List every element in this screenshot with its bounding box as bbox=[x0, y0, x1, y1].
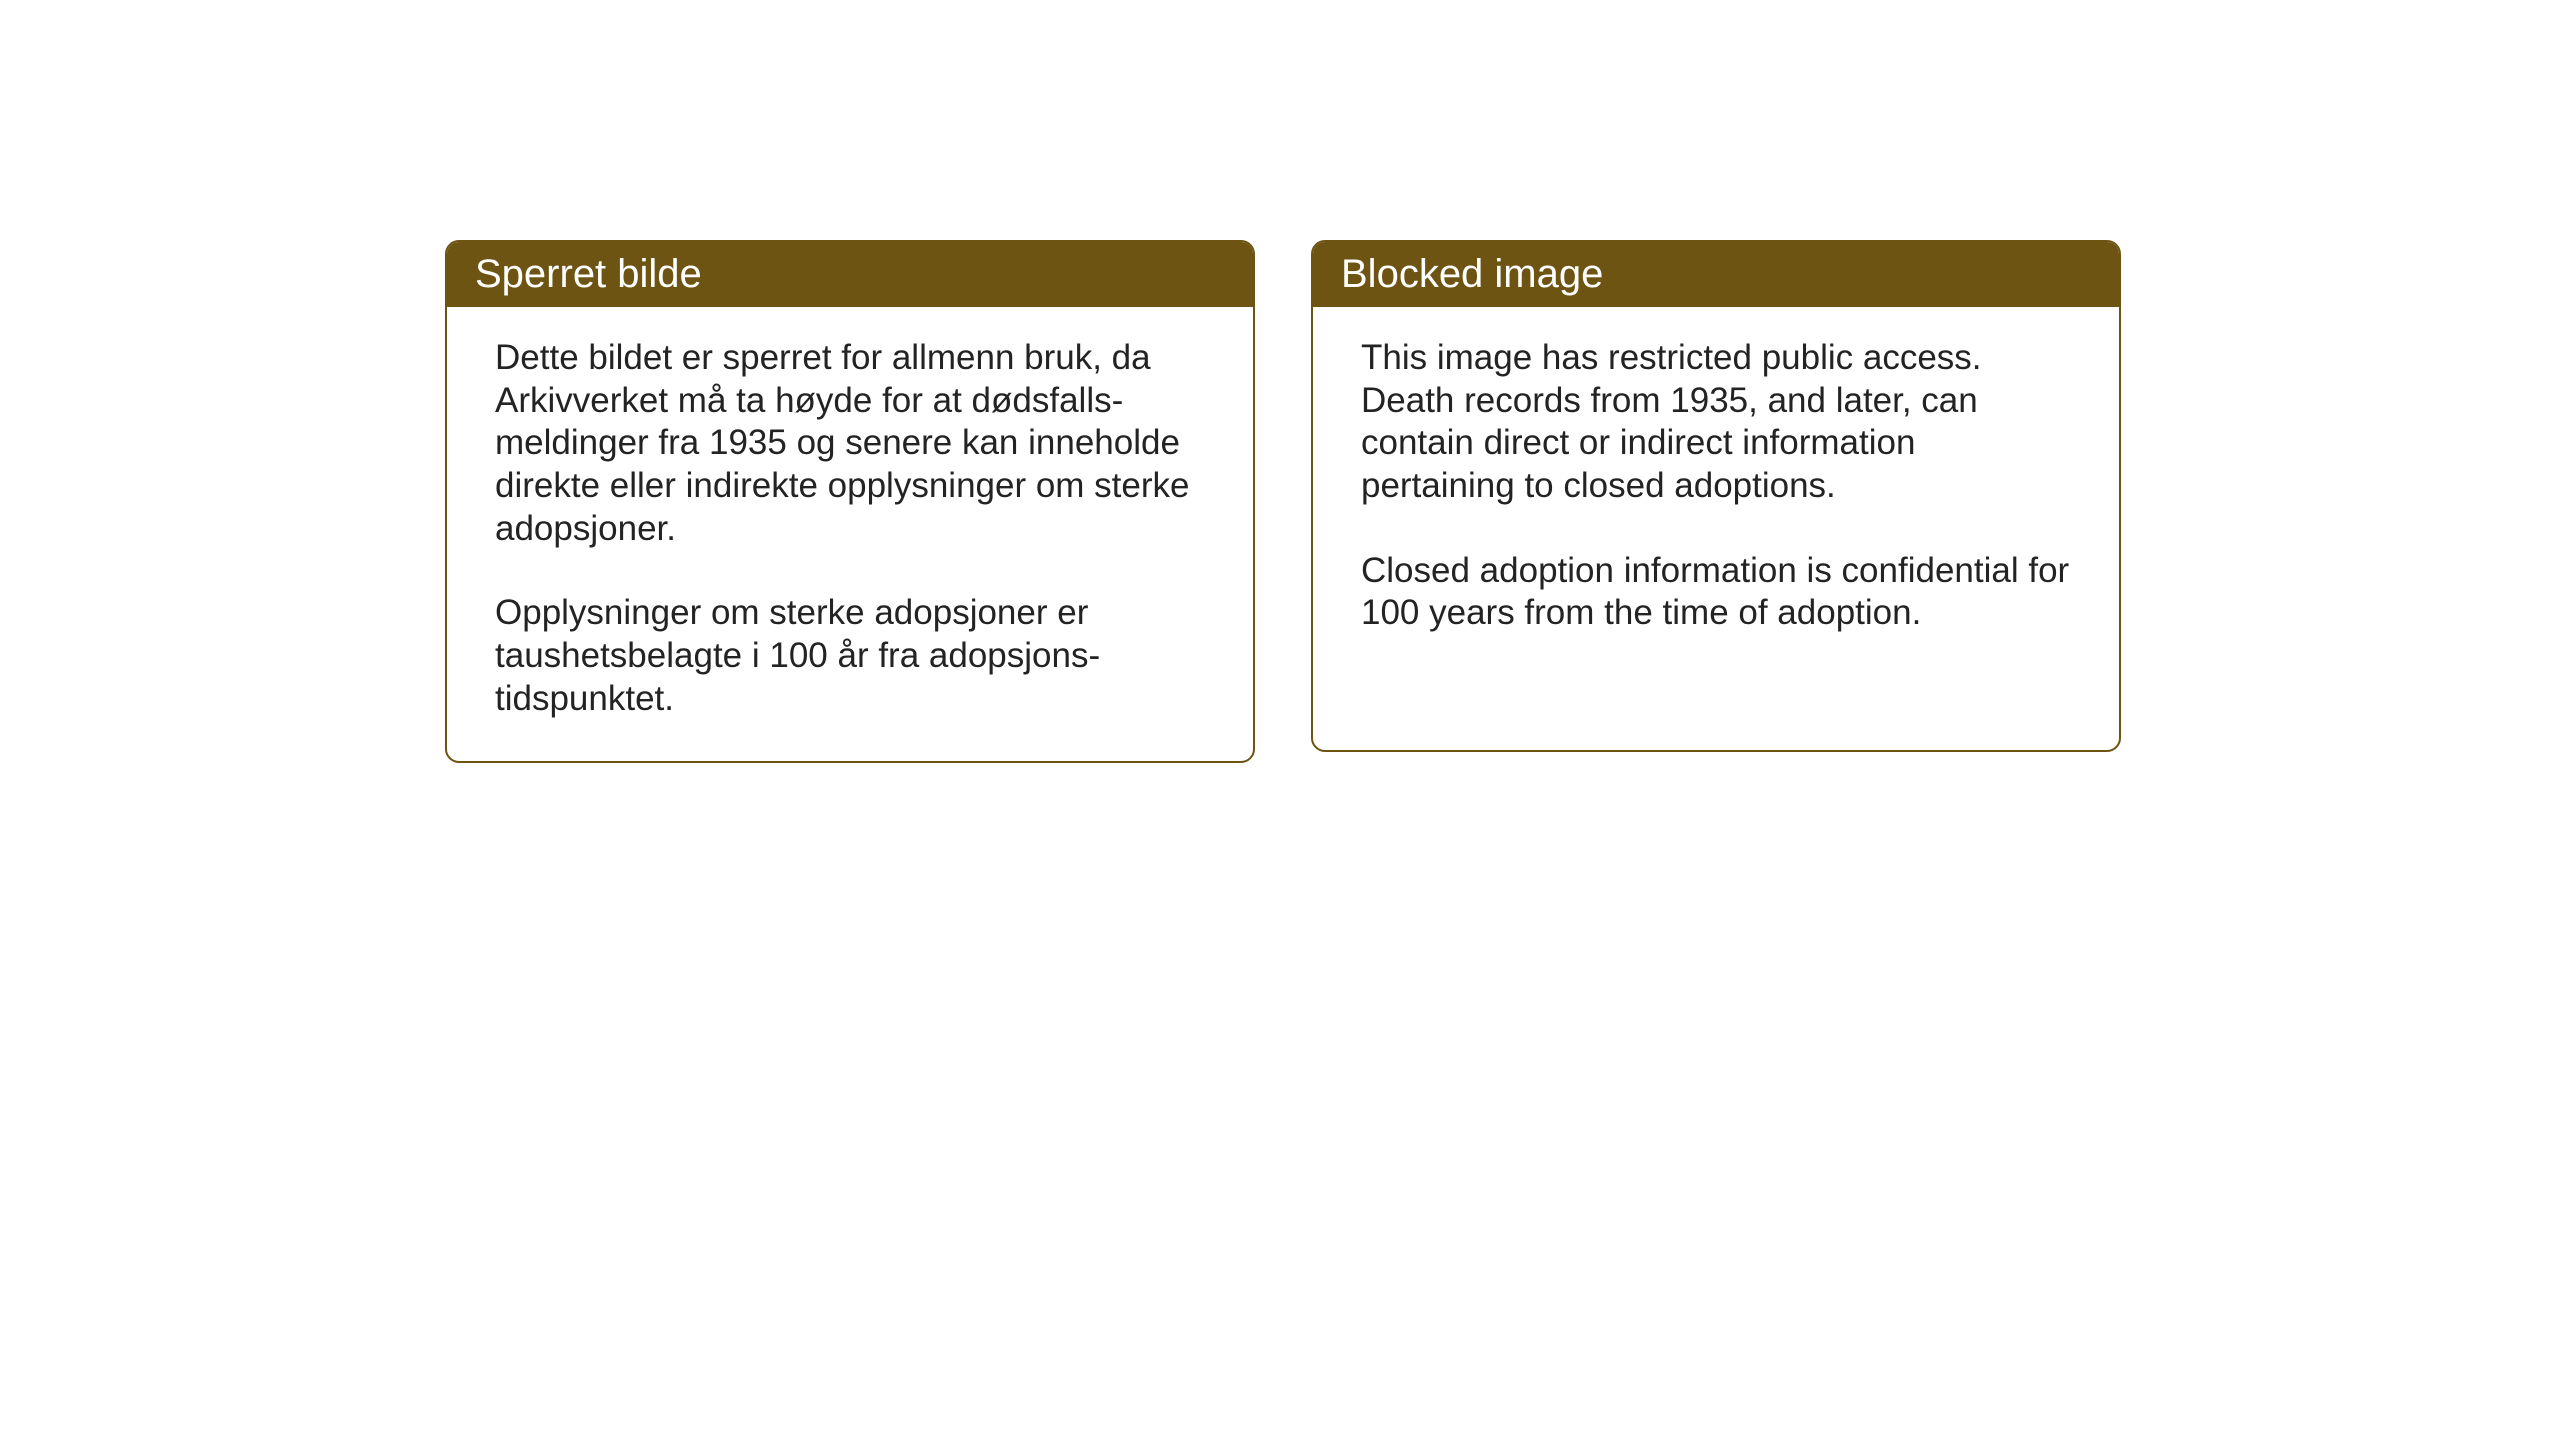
paragraph-norwegian-2: Opplysninger om sterke adopsjoner er tau… bbox=[495, 592, 1205, 720]
paragraph-norwegian-1: Dette bildet er sperret for allmenn bruk… bbox=[495, 337, 1205, 550]
notice-card-english: Blocked image This image has restricted … bbox=[1311, 240, 2121, 752]
paragraph-english-1: This image has restricted public access.… bbox=[1361, 337, 2071, 508]
notice-container: Sperret bilde Dette bildet er sperret fo… bbox=[445, 240, 2121, 763]
notice-card-norwegian: Sperret bilde Dette bildet er sperret fo… bbox=[445, 240, 1255, 763]
card-header-english: Blocked image bbox=[1313, 242, 2119, 307]
card-body-english: This image has restricted public access.… bbox=[1313, 307, 2119, 675]
card-header-norwegian: Sperret bilde bbox=[447, 242, 1253, 307]
card-body-norwegian: Dette bildet er sperret for allmenn bruk… bbox=[447, 307, 1253, 761]
paragraph-english-2: Closed adoption information is confident… bbox=[1361, 550, 2071, 635]
